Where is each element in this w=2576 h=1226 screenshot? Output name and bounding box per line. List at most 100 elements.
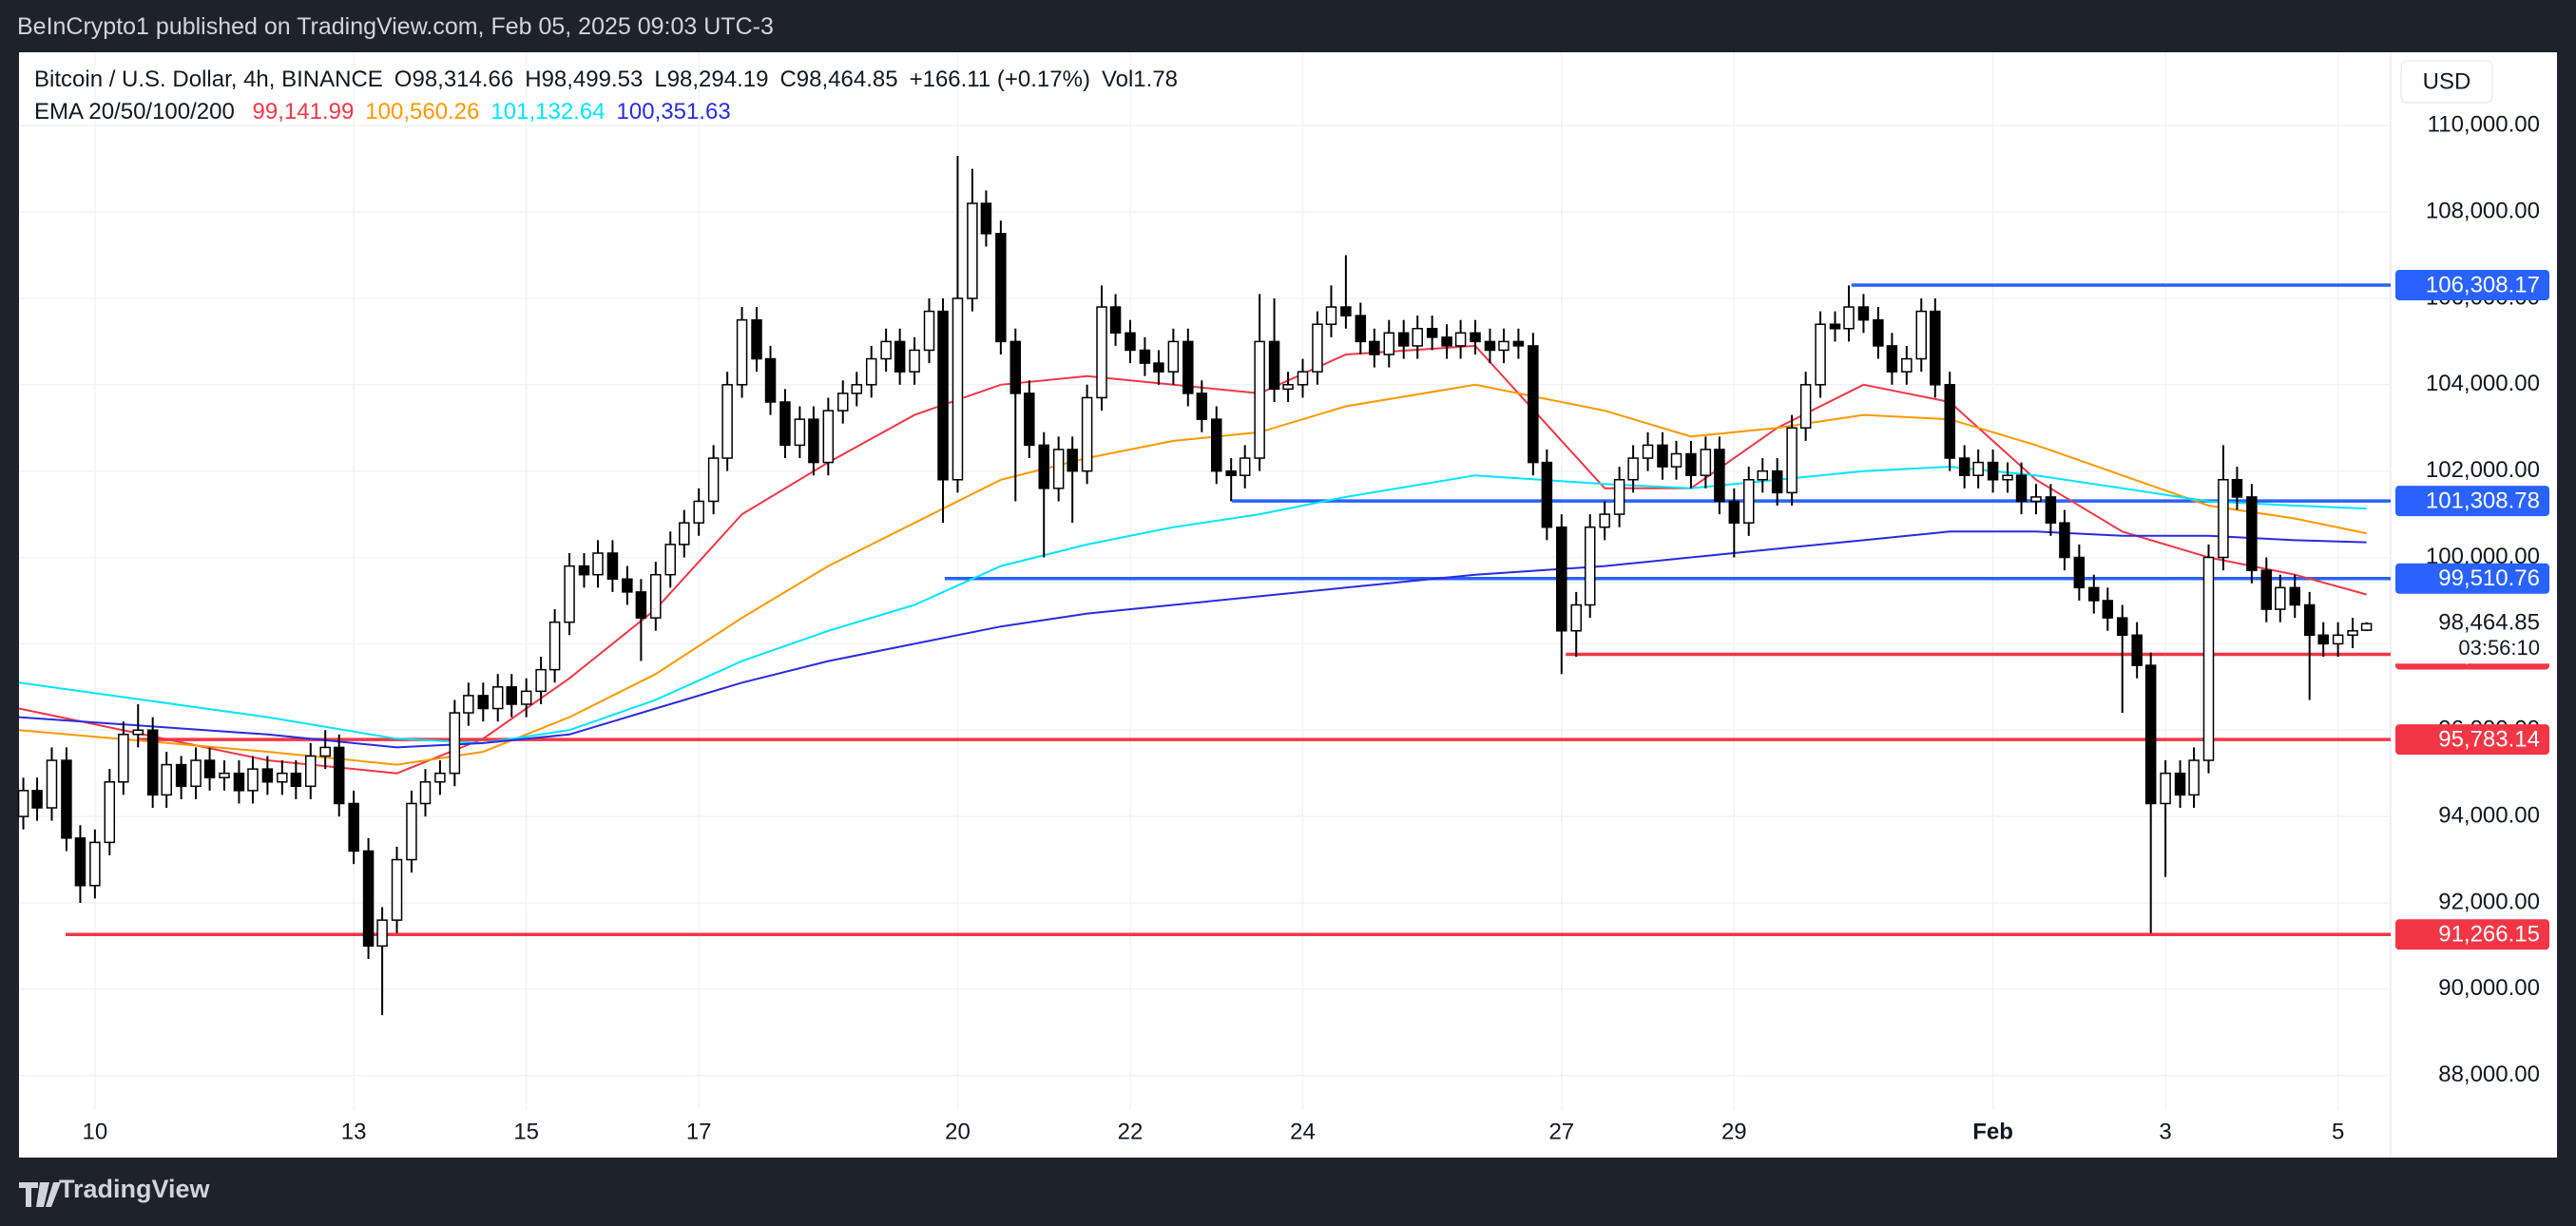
candle-body	[1009, 340, 1022, 394]
candle-body	[995, 233, 1007, 343]
candle-body	[1599, 513, 1610, 528]
candle-body	[1325, 306, 1337, 325]
candle-body	[362, 850, 375, 948]
candle-body	[1167, 340, 1180, 373]
candle-body	[1426, 328, 1438, 338]
x-tick-label: 5	[2332, 1119, 2344, 1144]
candle-body	[1987, 461, 1999, 481]
candle-body	[118, 734, 129, 783]
candle-body	[1096, 306, 1107, 399]
level-label-box	[2395, 724, 2549, 756]
currency-box[interactable]	[2400, 60, 2493, 104]
candle-body	[1196, 393, 1208, 420]
candle-body	[2116, 617, 2128, 637]
y-tick-label: 104,000.00	[2426, 371, 2540, 396]
candle-body	[1297, 371, 1309, 386]
candle-body	[146, 729, 159, 796]
candle-body	[31, 790, 43, 809]
candle-body	[865, 357, 877, 386]
indicator-legend: EMA 20/50/100/200 99,141.99 100,560.26 101…	[34, 99, 742, 125]
candle-body	[2002, 474, 2013, 481]
y-tick-label: 92,000.00	[2438, 889, 2540, 914]
candle-body	[736, 318, 748, 386]
candle-body	[664, 544, 676, 576]
candle-body	[1613, 479, 1625, 515]
candle-body	[2218, 479, 2229, 559]
candle-body	[937, 310, 949, 481]
level-label-box	[2395, 269, 2549, 300]
candle-body	[277, 772, 288, 783]
candle-body	[1312, 323, 1323, 373]
candle-body	[2102, 600, 2114, 619]
candle-body	[1512, 340, 1525, 347]
candle-body	[1642, 444, 1654, 459]
candle-body	[1340, 306, 1352, 316]
volume: Vol1.78	[1101, 67, 1179, 92]
candle-body	[622, 578, 633, 593]
level-label: 95,783.14	[2438, 726, 2540, 752]
x-tick-label: 15	[513, 1119, 539, 1144]
y-tick-label: 90,000.00	[2438, 975, 2540, 1001]
symbol-header: Bitcoin / U.S. Dollar, 4h, BINANCE O98,31…	[34, 67, 1189, 93]
level-label: 101,308.78	[2426, 488, 2540, 513]
level-label: 91,266.15	[2438, 922, 2540, 948]
x-tick-label: 20	[945, 1119, 971, 1144]
candle-body	[1067, 449, 1078, 472]
candle-body	[89, 841, 101, 887]
y-tick-label: 110,000.00	[2428, 112, 2540, 138]
x-tick-label: 27	[1548, 1119, 1574, 1144]
candle-body	[1714, 449, 1725, 503]
candle-body	[1225, 469, 1237, 476]
candle-body	[721, 384, 733, 459]
change: +166.11 (+0.17%)	[909, 67, 1090, 92]
candle-body	[1024, 393, 1035, 447]
candle-body	[751, 318, 762, 360]
candle-body	[1454, 332, 1467, 347]
candle-body	[477, 695, 490, 710]
candle-body	[2160, 772, 2171, 805]
symbol: Bitcoin / U.S. Dollar, 4h, BINANCE	[34, 67, 383, 92]
candle-body	[1958, 457, 1970, 476]
candle-body	[1627, 457, 1639, 481]
x-tick-label: 29	[1721, 1119, 1747, 1144]
candle-body	[463, 695, 474, 714]
candle-body	[1670, 452, 1682, 468]
x-tick-label: 17	[686, 1119, 712, 1144]
candle-body	[1799, 384, 1812, 429]
candle-body	[1282, 384, 1294, 391]
candle-body	[46, 759, 58, 809]
candle-body	[1528, 345, 1539, 464]
candle-body	[1268, 340, 1280, 391]
last-price-box	[2395, 608, 2549, 664]
candle-body	[1886, 345, 1898, 373]
ohlc-low: L98,294.19	[654, 67, 769, 92]
candle-body	[1815, 323, 1826, 386]
candle-body	[952, 297, 964, 481]
candle-body	[406, 802, 417, 861]
candle-body	[319, 746, 331, 757]
candle-body	[1728, 500, 1740, 524]
candle-body	[837, 393, 849, 412]
candle-body	[449, 712, 461, 775]
candle-body	[2045, 496, 2057, 524]
chart-background	[19, 52, 2557, 1158]
candle-body	[1182, 340, 1194, 394]
candle-body	[2088, 586, 2100, 602]
candle-body	[1239, 457, 1251, 476]
candle-body	[2332, 634, 2344, 645]
candle-body	[1857, 306, 1870, 321]
candle-body	[391, 858, 403, 921]
y-tick-label: 102,000.00	[2426, 457, 2540, 483]
level-label: 106,308.17	[2426, 272, 2540, 297]
ema-value: 100,351.63	[616, 99, 731, 125]
candle-body	[606, 552, 619, 580]
candle-body	[305, 755, 317, 788]
candle-body	[348, 802, 359, 852]
axis-layer: 88,000.0090,000.0092,000.0094,000.0096,0…	[83, 112, 2549, 1144]
candle-body	[980, 202, 992, 235]
candle-body	[1930, 310, 1941, 386]
candle-body	[851, 384, 863, 394]
ema-value: 100,560.26	[365, 99, 480, 125]
candle-body	[419, 781, 432, 805]
